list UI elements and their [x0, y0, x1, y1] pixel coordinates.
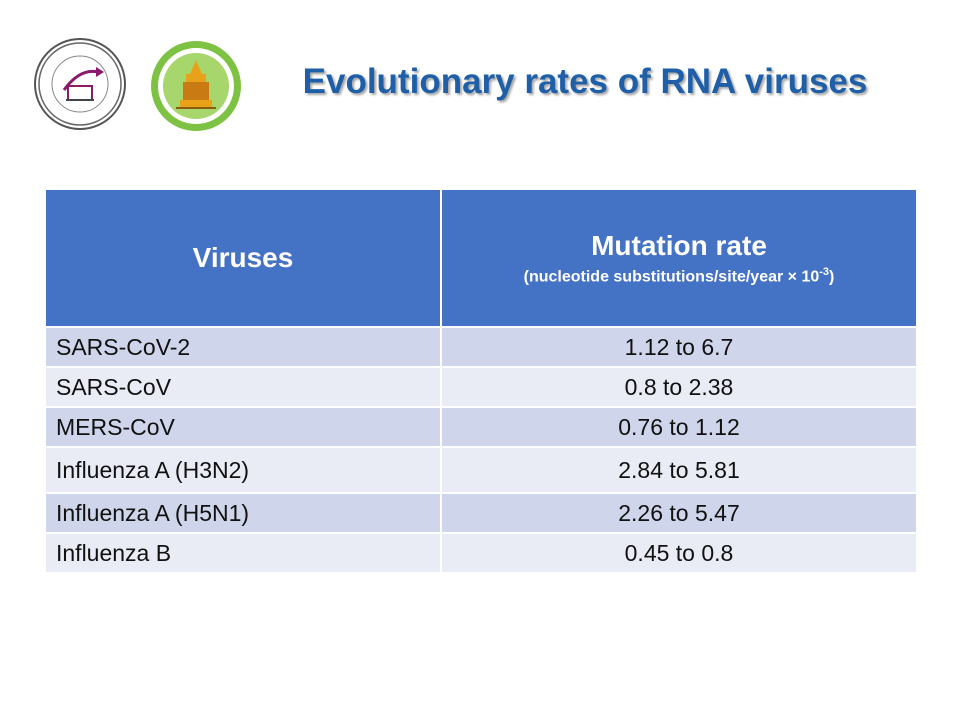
header-viruses: Viruses	[44, 188, 442, 328]
table-row: Influenza A (H5N1) 2.26 to 5.47	[44, 492, 918, 534]
rate-cell: 2.26 to 5.47	[440, 492, 918, 534]
virus-cell: Influenza A (H3N2)	[44, 446, 442, 494]
header-viruses-label: Viruses	[192, 242, 294, 273]
table-row: SARS-CoV-2 1.12 to 6.7	[44, 326, 918, 368]
rate-cell: 1.12 to 6.7	[440, 326, 918, 368]
units-text: (nucleotide substitutions/site/year × 10	[523, 268, 820, 286]
table-header-row: Viruses Mutation rate (nucleotide substi…	[44, 188, 918, 328]
rate-cell: 0.76 to 1.12	[440, 406, 918, 448]
virus-cell: SARS-CoV	[44, 366, 442, 408]
table-row: Influenza B 0.45 to 0.8	[44, 532, 918, 574]
mutation-rate-table: Viruses Mutation rate (nucleotide substi…	[44, 188, 918, 574]
table-row: Influenza A (H3N2) 2.84 to 5.81	[44, 446, 918, 494]
rate-cell: 0.8 to 2.38	[440, 366, 918, 408]
excellence-center-seal-icon	[34, 38, 126, 130]
table-row: SARS-CoV 0.8 to 2.38	[44, 366, 918, 408]
virus-cell: MERS-CoV	[44, 406, 442, 448]
rate-cell: 0.45 to 0.8	[440, 532, 918, 574]
virus-cell: Influenza A (H5N1)	[44, 492, 442, 534]
virus-cell: Influenza B	[44, 532, 442, 574]
virus-cell: SARS-CoV-2	[44, 326, 442, 368]
units-exponent: -3	[819, 265, 830, 278]
rate-cell: 2.84 to 5.81	[440, 446, 918, 494]
table-row: MERS-CoV 0.76 to 1.12	[44, 406, 918, 448]
header-mutation-rate-units: (nucleotide substitutions/site/year × 10…	[442, 266, 916, 286]
header-mutation-rate: Mutation rate (nucleotide substitutions/…	[440, 188, 918, 328]
units-close: )	[829, 268, 835, 286]
chulalongkorn-medicine-seal-icon	[150, 40, 242, 132]
header-mutation-rate-label: Mutation rate	[591, 229, 767, 261]
page-title: Evolutionary rates of RNA viruses	[302, 62, 868, 101]
